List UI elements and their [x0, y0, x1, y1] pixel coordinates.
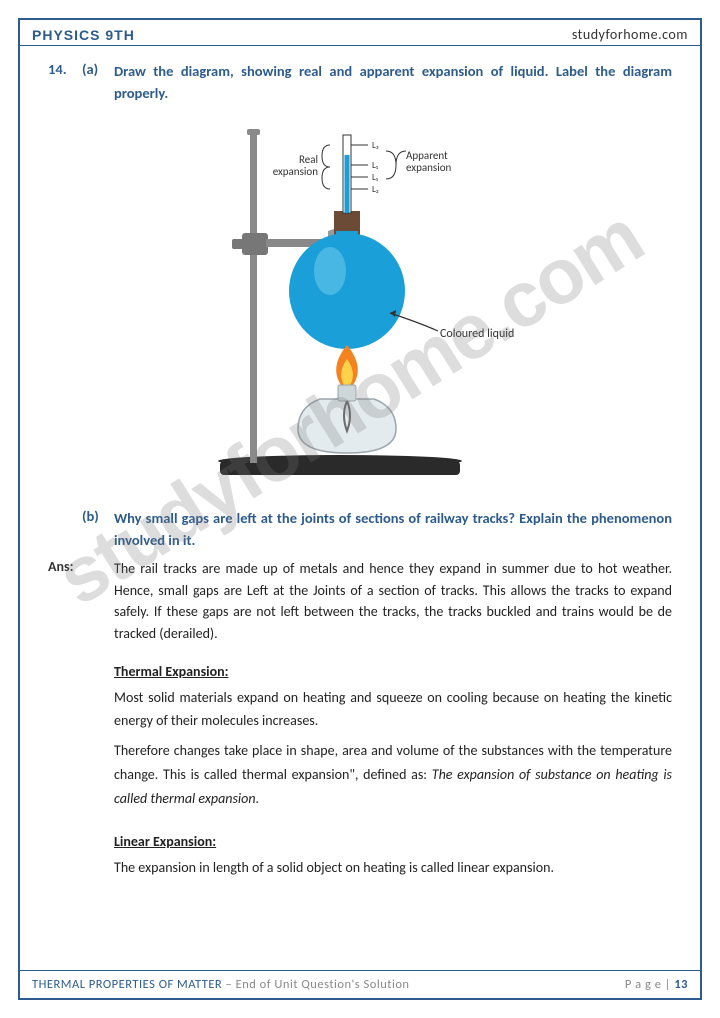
page-border: PHYSICS 9TH studyforhome.com studyforhom…	[18, 18, 702, 1000]
question-text-b: Why small gaps are left at the joints of…	[114, 507, 672, 552]
linear-p: The expansion in length of a solid objec…	[114, 856, 672, 880]
label-apparent: Apparentexpansion	[406, 149, 452, 174]
answer-b-row: Ans: The rail tracks are made up of meta…	[48, 558, 672, 645]
label-L1b: L₁	[372, 172, 379, 183]
question-14a: 14. (a) Draw the diagram, showing real a…	[48, 60, 672, 105]
thermal-p1: Most solid materials expand on heating a…	[114, 686, 672, 734]
answer-label: Ans:	[48, 558, 114, 645]
page-header: PHYSICS 9TH studyforhome.com	[20, 20, 700, 46]
thermal-expansion-section: Thermal Expansion: Most solid materials …	[114, 663, 672, 811]
footer-page-number: 13	[674, 977, 688, 992]
page-content: studyforhome.com 14. (a) Draw the diagra…	[20, 46, 700, 879]
answer-b-text: The rail tracks are made up of metals an…	[114, 558, 672, 645]
question-number: 14.	[48, 60, 82, 105]
expansion-diagram: L₃ L₁ L₁ L₂ Realexpansion Apparentexpans…	[180, 113, 540, 483]
linear-expansion-section: Linear Expansion: The expansion in lengt…	[114, 833, 672, 880]
label-L1a: L₁	[372, 160, 379, 171]
label-real: Realexpansion	[273, 153, 319, 178]
thermal-p2: Therefore changes take place in shape, a…	[114, 739, 672, 810]
page-footer: THERMAL PROPERTIES OF MATTER – End of Un…	[20, 970, 700, 998]
question-text-a: Draw the diagram, showing real and appar…	[114, 60, 672, 105]
question-part-a: (a)	[82, 60, 114, 105]
linear-heading: Linear Expansion:	[114, 833, 672, 850]
header-site: studyforhome.com	[572, 26, 688, 43]
footer-page: P a g e | 13	[625, 977, 688, 992]
question-part-b: (b)	[82, 507, 114, 552]
header-subject: PHYSICS 9TH	[32, 27, 135, 43]
label-L3: L₃	[372, 140, 379, 151]
footer-subtitle: – End of Unit Question's Solution	[222, 977, 409, 992]
footer-page-label: P a g e |	[625, 977, 674, 992]
thermal-heading: Thermal Expansion:	[114, 663, 672, 680]
thermal-p2c: .	[256, 790, 260, 807]
label-L2: L₂	[372, 184, 379, 195]
question-14b: (b) Why small gaps are left at the joint…	[48, 507, 672, 552]
label-liquid: Coloured liquid	[440, 327, 514, 341]
footer-chapter: THERMAL PROPERTIES OF MATTER – End of Un…	[32, 977, 410, 992]
footer-chapter-name: THERMAL PROPERTIES OF MATTER	[32, 977, 222, 992]
